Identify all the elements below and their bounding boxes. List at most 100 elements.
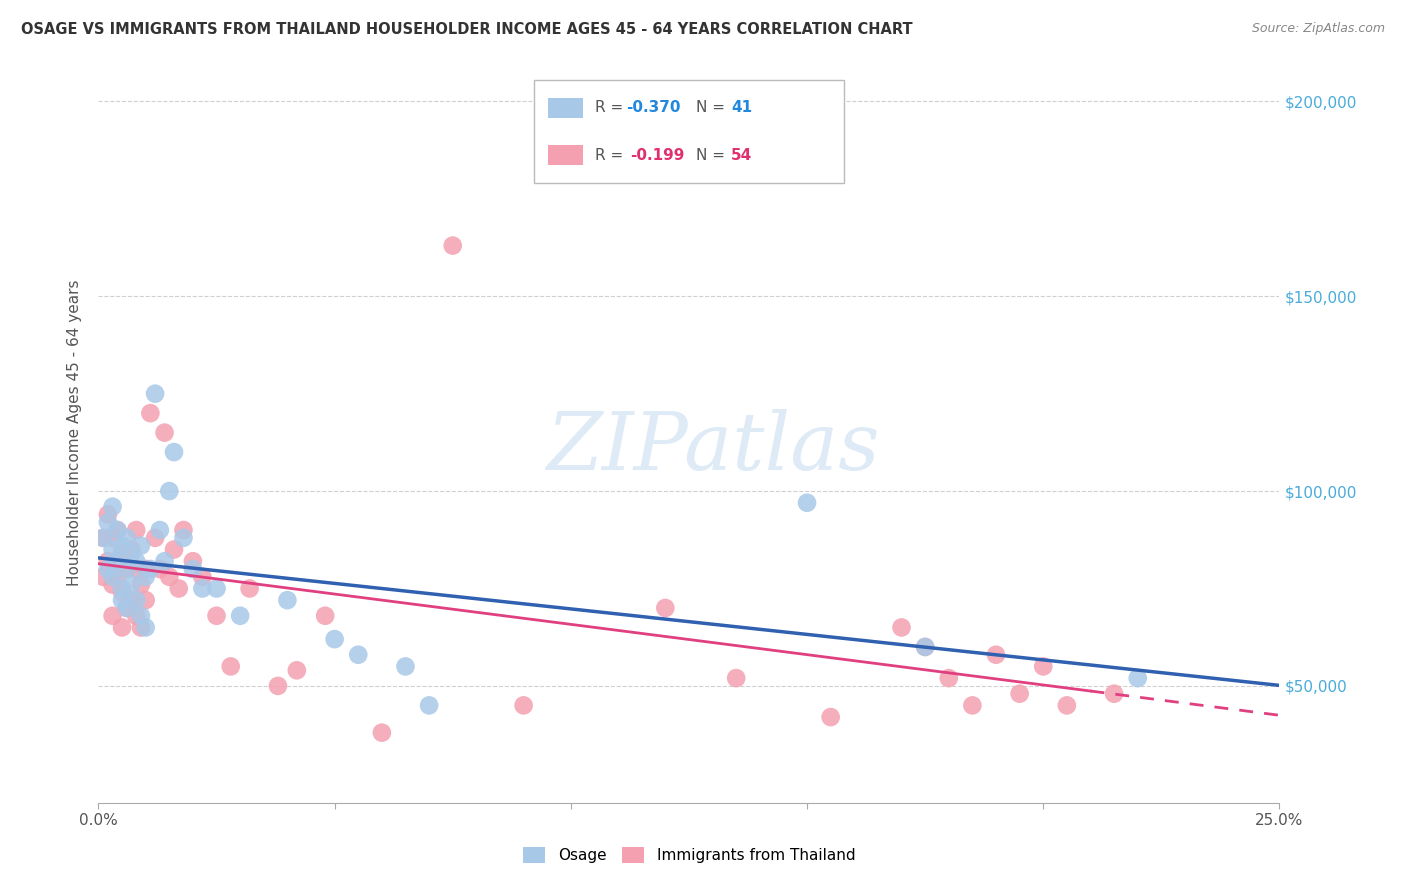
Point	[984, 648, 1007, 662]
Point	[172, 531, 194, 545]
Text: 54: 54	[731, 148, 752, 162]
Point	[129, 608, 152, 623]
Point	[97, 508, 120, 522]
Point	[143, 386, 166, 401]
Point	[111, 546, 134, 560]
Point	[1008, 687, 1031, 701]
Text: -0.370: -0.370	[626, 101, 681, 115]
Point	[115, 601, 138, 615]
Point	[125, 593, 148, 607]
Point	[1102, 687, 1125, 701]
Text: 41: 41	[731, 101, 752, 115]
Point	[101, 577, 124, 591]
Point	[115, 601, 138, 615]
Point	[167, 582, 190, 596]
Text: Source: ZipAtlas.com: Source: ZipAtlas.com	[1251, 22, 1385, 36]
Point	[962, 698, 984, 713]
Point	[512, 698, 534, 713]
Point	[172, 523, 194, 537]
Point	[129, 620, 152, 634]
Point	[111, 593, 134, 607]
Text: R =: R =	[595, 148, 633, 162]
Point	[1032, 659, 1054, 673]
Point	[135, 562, 157, 576]
Point	[323, 632, 346, 647]
Point	[91, 531, 114, 545]
Point	[135, 593, 157, 607]
Point	[129, 577, 152, 591]
Point	[101, 608, 124, 623]
Point	[125, 523, 148, 537]
Point	[111, 582, 134, 596]
Point	[191, 582, 214, 596]
Point	[139, 406, 162, 420]
Point	[105, 523, 128, 537]
Point	[205, 608, 228, 623]
Point	[121, 577, 143, 591]
Point	[125, 554, 148, 568]
Point	[135, 620, 157, 634]
Point	[105, 523, 128, 537]
Point	[229, 608, 252, 623]
Point	[125, 562, 148, 576]
Point	[97, 562, 120, 576]
Point	[441, 238, 464, 252]
Point	[890, 620, 912, 634]
Point	[219, 659, 242, 673]
Point	[157, 570, 180, 584]
Point	[101, 570, 124, 584]
Point	[153, 554, 176, 568]
Point	[97, 515, 120, 529]
Text: N =: N =	[696, 101, 730, 115]
Text: R =: R =	[595, 101, 628, 115]
Point	[418, 698, 440, 713]
Point	[938, 671, 960, 685]
Point	[121, 593, 143, 607]
Point	[239, 582, 262, 596]
Point	[157, 484, 180, 499]
Point	[115, 531, 138, 545]
Text: -0.199: -0.199	[630, 148, 685, 162]
Point	[105, 554, 128, 568]
Point	[163, 542, 186, 557]
Point	[1056, 698, 1078, 713]
Point	[139, 562, 162, 576]
Point	[101, 531, 124, 545]
Point	[129, 539, 152, 553]
Text: ZIPatlas: ZIPatlas	[546, 409, 879, 486]
Point	[111, 620, 134, 634]
Point	[394, 659, 416, 673]
Point	[914, 640, 936, 654]
Point	[347, 648, 370, 662]
Point	[820, 710, 842, 724]
Point	[149, 523, 172, 537]
Point	[205, 582, 228, 596]
Point	[181, 554, 204, 568]
Point	[121, 542, 143, 557]
Legend: Osage, Immigrants from Thailand: Osage, Immigrants from Thailand	[516, 841, 862, 869]
Point	[111, 539, 134, 553]
Point	[125, 608, 148, 623]
Point	[1126, 671, 1149, 685]
Text: N =: N =	[696, 148, 730, 162]
Point	[149, 562, 172, 576]
Point	[181, 562, 204, 576]
Point	[91, 570, 114, 584]
Point	[267, 679, 290, 693]
Point	[115, 562, 138, 576]
Point	[371, 725, 394, 739]
Point	[111, 585, 134, 599]
Point	[314, 608, 336, 623]
Point	[654, 601, 676, 615]
Point	[163, 445, 186, 459]
Point	[97, 554, 120, 568]
Point	[105, 570, 128, 584]
Point	[153, 425, 176, 440]
Point	[914, 640, 936, 654]
Y-axis label: Householder Income Ages 45 - 64 years: Householder Income Ages 45 - 64 years	[67, 279, 83, 586]
Point	[115, 562, 138, 576]
Text: OSAGE VS IMMIGRANTS FROM THAILAND HOUSEHOLDER INCOME AGES 45 - 64 YEARS CORRELAT: OSAGE VS IMMIGRANTS FROM THAILAND HOUSEH…	[21, 22, 912, 37]
Point	[285, 663, 308, 677]
Point	[91, 531, 114, 545]
Point	[796, 496, 818, 510]
